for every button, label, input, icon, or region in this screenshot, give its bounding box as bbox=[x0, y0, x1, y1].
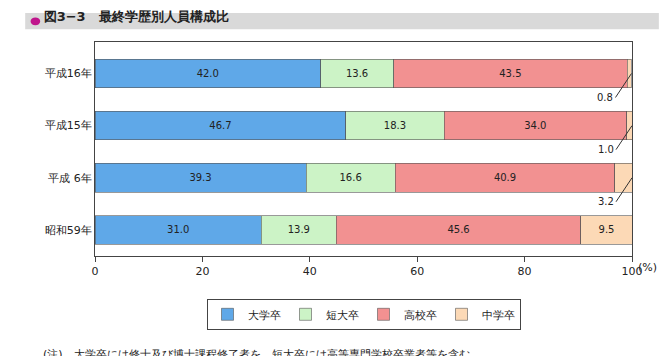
svg-text:13.6: 13.6 bbox=[346, 68, 368, 79]
svg-text:20: 20 bbox=[195, 265, 209, 278]
svg-text:40: 40 bbox=[303, 265, 317, 278]
svg-text:(注) 大学卒には修士及び博士課程修了者を、短大卒には高等専: (注) 大学卒には修士及び博士課程修了者を、短大卒には高等専門学校卒業者等を含む… bbox=[43, 348, 481, 356]
svg-text:中学卒: 中学卒 bbox=[482, 309, 515, 322]
svg-text:31.0: 31.0 bbox=[167, 224, 189, 235]
svg-text:1.0: 1.0 bbox=[598, 144, 614, 155]
svg-text:昭和59年: 昭和59年 bbox=[45, 224, 92, 237]
svg-text:42.0: 42.0 bbox=[197, 68, 219, 79]
svg-text:34.0: 34.0 bbox=[524, 120, 546, 131]
svg-text:9.5: 9.5 bbox=[599, 224, 615, 235]
svg-text:0: 0 bbox=[92, 265, 99, 278]
svg-text:(%): (%) bbox=[638, 261, 657, 274]
svg-text:80: 80 bbox=[518, 265, 532, 278]
svg-text:3.2: 3.2 bbox=[598, 196, 614, 207]
svg-text:60: 60 bbox=[410, 265, 424, 278]
svg-text:39.3: 39.3 bbox=[189, 172, 211, 183]
svg-text:45.6: 45.6 bbox=[447, 224, 469, 235]
svg-text:100: 100 bbox=[622, 265, 643, 278]
svg-text:図3−3 最終学歴別人員構成比: 図3−3 最終学歴別人員構成比 bbox=[44, 9, 229, 24]
svg-text:平成16年: 平成16年 bbox=[45, 67, 92, 80]
svg-text:40.9: 40.9 bbox=[494, 172, 516, 183]
svg-text:18.3: 18.3 bbox=[384, 120, 406, 131]
svg-text:平成 6年: 平成 6年 bbox=[48, 172, 92, 185]
svg-text:短大卒: 短大卒 bbox=[326, 309, 359, 322]
svg-text:43.5: 43.5 bbox=[499, 68, 521, 79]
svg-text:16.6: 16.6 bbox=[339, 172, 361, 183]
svg-text:13.9: 13.9 bbox=[288, 224, 310, 235]
svg-text:高校卒: 高校卒 bbox=[404, 309, 437, 322]
svg-text:大学卒: 大学卒 bbox=[248, 309, 281, 322]
svg-text:46.7: 46.7 bbox=[209, 120, 231, 131]
svg-text:平成15年: 平成15年 bbox=[45, 119, 92, 132]
svg-text:0.8: 0.8 bbox=[597, 92, 613, 103]
